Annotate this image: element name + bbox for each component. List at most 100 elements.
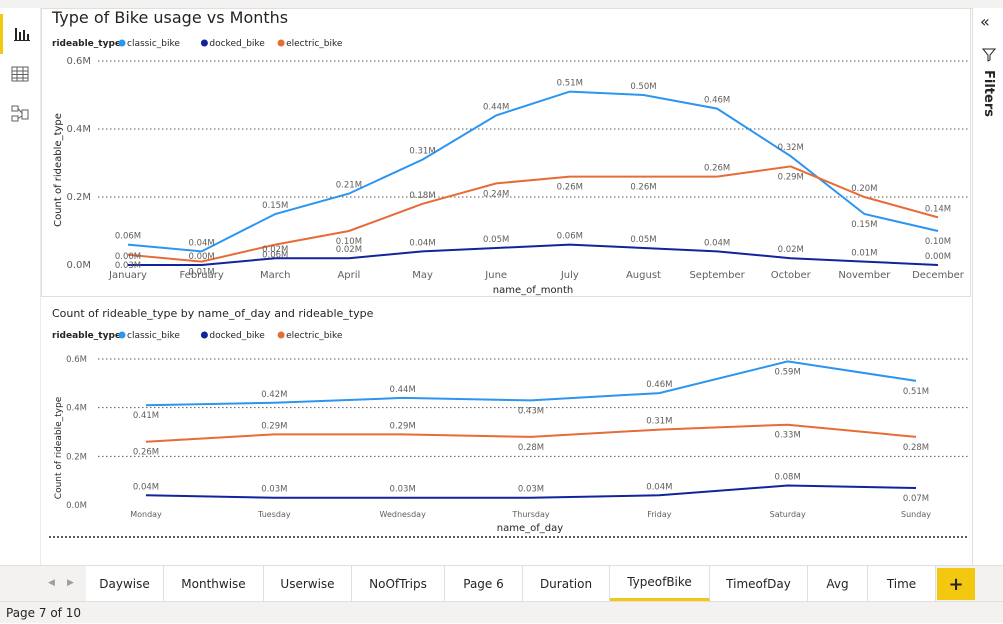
y-tick-label: 0.4M <box>66 404 87 414</box>
series-line-docked_bike[interactable] <box>145 484 917 499</box>
data-label: 0.15M <box>851 220 877 230</box>
series-line-classic_bike[interactable] <box>145 360 917 407</box>
data-label: 0.06M <box>115 232 141 242</box>
x-tick-label: Friday <box>647 510 672 519</box>
filters-label[interactable]: Filters <box>981 70 996 117</box>
data-label: 0.14M <box>925 204 951 214</box>
data-label: 0.18M <box>409 191 435 201</box>
chart1-x-axis-title: name_of_month <box>493 285 573 296</box>
chart2-x-axis-title: name_of_day <box>497 523 563 534</box>
tab-scroll-left-icon[interactable]: ◀ <box>48 578 55 588</box>
chart1-y-axis-title: Count of rideable_type <box>53 113 64 227</box>
tab-avg[interactable]: Avg <box>808 566 868 601</box>
tab-monthwise[interactable]: Monthwise <box>164 566 264 601</box>
series-line-classic_bike[interactable] <box>127 90 939 253</box>
data-label: 0.02M <box>262 245 288 255</box>
tab-userwise[interactable]: Userwise <box>264 566 352 601</box>
chart1-legend-title: rideable_type <box>52 39 121 49</box>
data-label: 0.10M <box>336 237 362 247</box>
data-label: 0.07M <box>903 494 929 504</box>
filter-icon <box>982 48 996 62</box>
tab-typeofbike[interactable]: TypeofBike <box>610 566 710 601</box>
data-label: 0.05M <box>630 235 656 245</box>
x-tick-label: November <box>838 270 891 281</box>
report-canvas: Type of Bike usage vs Months rideable_ty… <box>41 8 971 565</box>
data-label: 0.03M <box>518 485 544 495</box>
daily-line-chart[interactable]: Count of rideable_type by name_of_day an… <box>41 303 971 538</box>
data-label: 0.59M <box>775 367 801 377</box>
legend-marker-docked_bike <box>200 39 208 47</box>
x-tick-label: January <box>108 270 147 281</box>
legend-label-docked_bike[interactable]: docked_bike <box>209 39 265 49</box>
x-tick-label: March <box>260 270 290 281</box>
series-line-electric_bike[interactable] <box>145 423 917 443</box>
chart2-y-axis-title: Count of rideable_type <box>54 396 64 499</box>
report-view-button[interactable] <box>0 14 40 54</box>
data-label: 0.26M <box>133 448 159 458</box>
left-view-nav <box>0 8 41 565</box>
x-tick-label: Sunday <box>901 510 931 519</box>
x-tick-label: Saturday <box>770 510 806 519</box>
tab-scroll-right-icon[interactable]: ▶ <box>67 578 74 588</box>
data-label: 0.24M <box>483 189 509 199</box>
data-label: 0.00M <box>925 252 951 262</box>
x-tick-label: September <box>689 270 745 281</box>
data-label: 0.51M <box>903 387 929 397</box>
y-tick-label: 0.4M <box>66 124 91 135</box>
data-label: 0.02M <box>778 245 804 255</box>
data-label: 0.04M <box>704 238 730 248</box>
data-label: 0.02M <box>336 245 362 255</box>
chart2-title: Count of rideable_type by name_of_day an… <box>52 307 374 320</box>
data-label: 0.01M <box>189 268 215 278</box>
legend-marker-classic_bike <box>118 331 126 339</box>
tab-page-6[interactable]: Page 6 <box>445 566 523 601</box>
y-tick-label: 0.0M <box>66 501 87 511</box>
data-label: 0.29M <box>778 172 804 182</box>
tab-daywise[interactable]: Daywise <box>86 566 164 601</box>
legend-marker-electric_bike <box>277 331 285 339</box>
x-tick-label: July <box>560 270 579 281</box>
series-line-docked_bike[interactable] <box>128 243 939 266</box>
tab-nooftrips[interactable]: NoOfTrips <box>352 566 445 601</box>
table-view-button[interactable] <box>0 54 40 94</box>
data-label: 0.26M <box>704 164 730 174</box>
x-tick-label: June <box>484 270 507 281</box>
legend-marker-electric_bike <box>277 39 285 47</box>
data-label: 0.28M <box>903 443 929 453</box>
legend-label-electric_bike[interactable]: electric_bike <box>286 331 343 341</box>
data-label: 0.21M <box>336 181 362 191</box>
data-label: 0.00M <box>189 252 215 262</box>
data-label: 0.44M <box>483 102 509 112</box>
data-label: 0.04M <box>646 482 672 492</box>
x-tick-label: October <box>771 270 812 281</box>
data-label: 0.29M <box>261 421 287 431</box>
x-tick-label: Thursday <box>511 510 549 519</box>
tab-time[interactable]: Time <box>868 566 936 601</box>
legend-label-classic_bike[interactable]: classic_bike <box>127 331 180 341</box>
legend-label-classic_bike[interactable]: classic_bike <box>127 39 180 49</box>
data-label: 0.33M <box>775 431 801 441</box>
data-label: 0.01M <box>851 249 877 259</box>
legend-label-electric_bike[interactable]: electric_bike <box>286 39 343 49</box>
legend-marker-classic_bike <box>118 39 126 47</box>
data-label: 0.15M <box>262 201 288 211</box>
data-label: 0.31M <box>409 147 435 157</box>
add-page-button[interactable]: + <box>937 568 975 600</box>
model-view-button[interactable] <box>0 94 40 134</box>
status-bar: Page 7 of 10 <box>0 601 1003 623</box>
data-label: 0.20M <box>851 184 877 194</box>
data-label: 0.32M <box>778 143 804 153</box>
data-label: 0.03M <box>115 261 141 271</box>
data-label: 0.46M <box>704 96 730 106</box>
x-tick-label: December <box>912 270 965 281</box>
y-tick-label: 0.6M <box>66 56 91 67</box>
tab-timeofday[interactable]: TimeofDay <box>710 566 808 601</box>
report-view-icon <box>13 28 30 41</box>
data-label: 0.43M <box>518 406 544 416</box>
series-line-electric_bike[interactable] <box>127 165 939 263</box>
data-label: 0.03M <box>261 485 287 495</box>
monthly-line-chart[interactable]: Type of Bike usage vs Months rideable_ty… <box>41 8 971 298</box>
tab-duration[interactable]: Duration <box>523 566 610 601</box>
legend-label-docked_bike[interactable]: docked_bike <box>209 331 265 341</box>
collapse-pane-button[interactable]: « <box>980 12 990 31</box>
